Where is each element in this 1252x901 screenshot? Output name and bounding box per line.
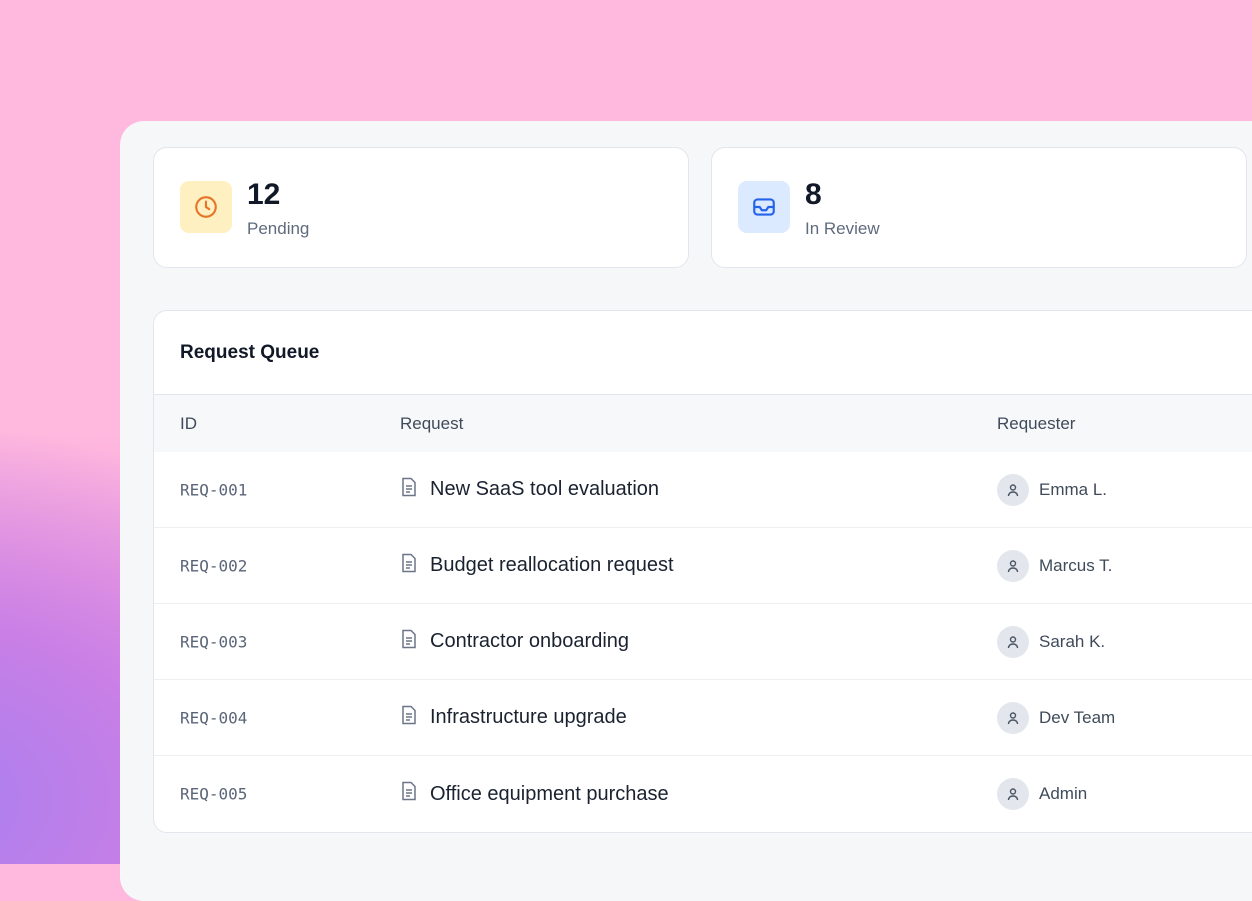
requester-name: Admin [1039,784,1088,803]
avatar-user-icon [997,473,1029,506]
document-icon [400,781,418,807]
avatar-user-icon [997,625,1029,658]
requester-cell: Emma L. [997,473,1108,506]
avatar-user-icon [997,549,1029,582]
stat-label: Pending [247,219,310,238]
stat-value: 12 [247,178,281,211]
requester-name: Emma L. [1039,479,1108,499]
document-icon [400,477,418,503]
table-row[interactable]: REQ-001 New SaaS tool evaluation Emma L. [154,452,1252,528]
requester-cell: Sarah K. [997,625,1106,658]
request-cell: Infrastructure upgrade [400,705,627,731]
stat-card-in-review: 8 In Review [711,147,1247,268]
request-cell: Office equipment purchase [400,781,669,807]
requester-cell: Dev Team [997,701,1116,734]
request-title[interactable]: Contractor onboarding [430,630,630,652]
requester-name: Marcus T. [1039,555,1113,575]
request-title[interactable]: Budget reallocation request [430,554,674,576]
request-id: REQ-002 [180,556,248,575]
document-icon [400,705,418,731]
table-row[interactable]: REQ-005 Office equipment purchase Admin [154,756,1252,832]
column-header-requester: Requester [997,413,1076,433]
table-row[interactable]: REQ-002 Budget reallocation request Marc… [154,528,1252,604]
inbox-icon [738,181,790,233]
stat-value: 8 [805,178,822,211]
clock-icon [180,181,232,233]
table-row[interactable]: REQ-003 Contractor onboarding Sarah K. [154,604,1252,680]
request-cell: Contractor onboarding [400,629,629,655]
requester-name: Dev Team [1039,707,1116,727]
table-title: Request Queue [154,311,1252,395]
request-title[interactable]: Office equipment purchase [430,782,669,805]
avatar-user-icon [997,778,1029,810]
request-cell: New SaaS tool evaluation [400,477,659,503]
column-header-request: Request [400,413,464,433]
request-id: REQ-004 [180,708,248,727]
request-title[interactable]: Infrastructure upgrade [430,706,627,728]
requester-cell: Marcus T. [997,549,1113,582]
document-icon [400,553,418,579]
request-cell: Budget reallocation request [400,553,674,579]
document-icon [400,629,418,655]
avatar-user-icon [997,701,1029,734]
requester-cell: Admin [997,778,1087,810]
request-id: REQ-003 [180,632,248,651]
request-title[interactable]: New SaaS tool evaluation [430,478,660,500]
request-queue-table: Request Queue ID Request Requester REQ-0… [153,310,1252,833]
request-id: REQ-005 [180,784,248,804]
table-header: ID Request Requester [154,395,1252,452]
column-header-id: ID [180,413,197,433]
request-id: REQ-001 [180,480,248,499]
table-row[interactable]: REQ-004 Infrastructure upgrade Dev Team [154,680,1252,756]
stat-label: In Review [805,219,880,238]
stat-card-pending: 12 Pending [153,147,689,268]
requester-name: Sarah K. [1039,631,1106,651]
